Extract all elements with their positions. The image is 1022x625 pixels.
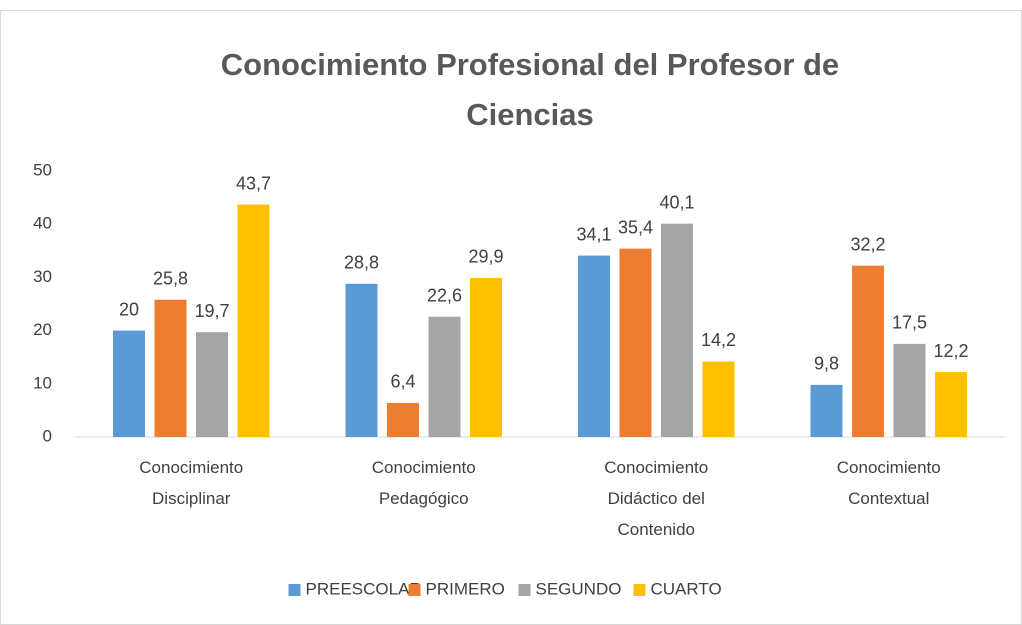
x-tick-label: Conocimiento Didáctico del Contenido [604, 458, 709, 539]
legend-swatch [288, 584, 301, 596]
bar [893, 343, 926, 437]
data-label: 32,2 [850, 234, 885, 254]
y-tick-label: 20 [33, 320, 52, 339]
bar [619, 248, 652, 437]
data-label: 20 [119, 299, 139, 319]
data-label: 29,9 [468, 247, 503, 267]
data-label: 28,8 [344, 253, 379, 273]
bar [387, 402, 419, 437]
y-tick-label: 50 [33, 160, 52, 179]
x-tick-label: Conocimiento Contextual [836, 458, 941, 508]
data-label: 43,7 [236, 173, 271, 193]
data-label: 9,8 [814, 354, 839, 374]
data-label: 25,8 [153, 268, 188, 288]
bar [470, 277, 502, 437]
data-label: 40,1 [659, 192, 694, 212]
bar [935, 372, 967, 437]
data-label: 19,7 [194, 301, 229, 321]
bar [154, 299, 187, 437]
chart-title: Conocimiento Profesional del Profesor de… [220, 47, 840, 132]
data-label: 6,4 [390, 372, 415, 392]
legend-label: SEGUNDO [536, 579, 622, 598]
data-label: 14,2 [701, 330, 736, 350]
bar [810, 384, 843, 437]
bar [702, 361, 735, 437]
y-tick-label: 30 [33, 267, 52, 286]
bar [113, 330, 145, 437]
bar [661, 223, 693, 437]
legend-swatch [408, 584, 421, 596]
data-label: 17,5 [892, 313, 927, 333]
data-label: 35,4 [618, 217, 653, 237]
data-label: 22,6 [427, 286, 462, 306]
y-tick-label: 40 [33, 214, 52, 233]
x-tick-label: Conocimiento Pedagógico [371, 458, 476, 508]
y-tick-label: 10 [33, 373, 52, 392]
legend-label: CUARTO [651, 579, 722, 598]
legend-swatch [518, 584, 531, 596]
data-label: 12,2 [933, 341, 968, 361]
data-label: 34,1 [576, 224, 611, 244]
bar [237, 204, 270, 437]
y-tick-label: 0 [43, 426, 52, 445]
bar [428, 316, 461, 437]
legend-label: PRIMERO [426, 579, 505, 598]
legend-label: PREESCOLAR [306, 579, 422, 598]
x-tick-label: Conocimiento Disciplinar [139, 458, 244, 508]
bar [345, 283, 378, 437]
bar [852, 265, 884, 437]
bar [196, 332, 228, 437]
bar [578, 255, 610, 437]
legend-swatch [633, 584, 646, 596]
